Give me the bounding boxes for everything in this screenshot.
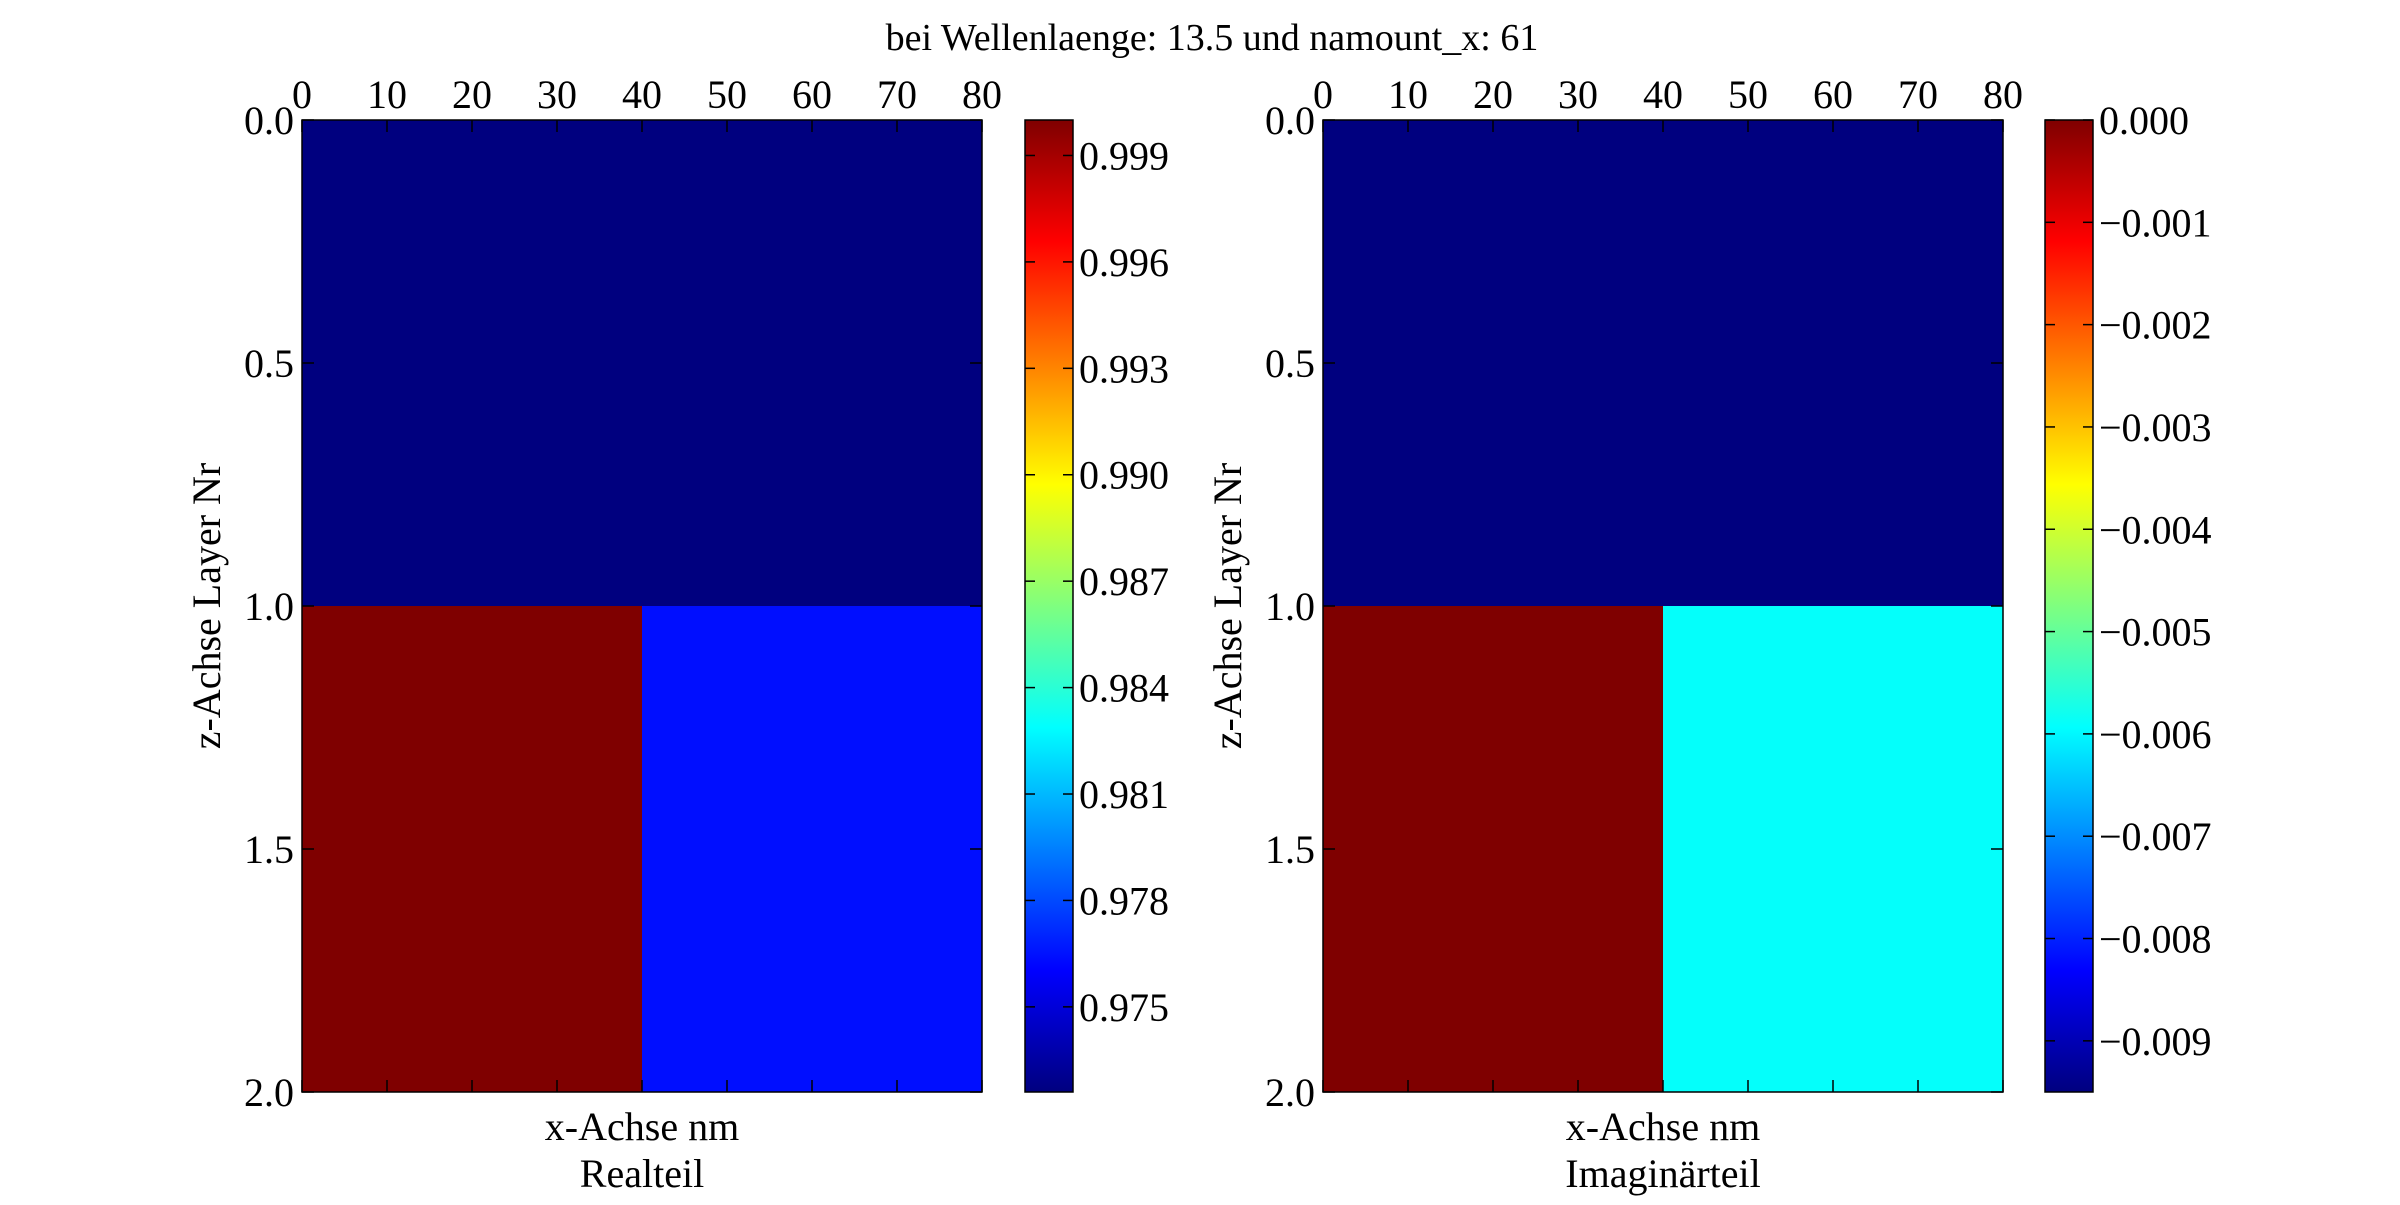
figure-title: bei Wellenlaenge: 13.5 und namount_x: 61 [886, 17, 1539, 59]
heatmap-cell-3 [1663, 606, 2003, 1092]
y-tick-label: 1.0 [1265, 584, 1315, 629]
x-tick-label: 60 [792, 72, 832, 117]
subplot-title: Imaginärteil [1565, 1151, 1760, 1196]
x-tick-label: 60 [1813, 72, 1853, 117]
heatmap-cell-3 [642, 606, 982, 1092]
y-tick-label: 0.5 [244, 341, 294, 386]
x-tick-label: 70 [877, 72, 917, 117]
colorbar-tick-label: 0.996 [1079, 240, 1169, 285]
y-tick-label: 1.5 [244, 827, 294, 872]
colorbar-tick-label: −0.001 [2099, 200, 2212, 245]
colorbar-tick-label: −0.006 [2099, 712, 2212, 757]
colorbar-tick-label: −0.002 [2099, 303, 2212, 348]
y-tick-label: 0.0 [244, 98, 294, 143]
colorbar-tick-label: 0.978 [1079, 878, 1169, 923]
x-axis-label: x-Achse nm [545, 1104, 739, 1149]
colorbar [2045, 120, 2093, 1092]
colorbar-tick-label: −0.005 [2099, 610, 2212, 655]
colorbar-tick-label: 0.993 [1079, 346, 1169, 391]
x-tick-label: 30 [1558, 72, 1598, 117]
x-tick-label: 10 [1388, 72, 1428, 117]
x-tick-label: 50 [1728, 72, 1768, 117]
y-axis-label: z-Achse Layer Nr [184, 463, 229, 750]
colorbar-tick-label: −0.007 [2099, 814, 2212, 859]
colorbar-tick-label: 0.987 [1079, 559, 1169, 604]
y-tick-label: 1.5 [1265, 827, 1315, 872]
colorbar-tick-label: 0.981 [1079, 772, 1169, 817]
x-tick-label: 20 [1473, 72, 1513, 117]
colorbar-tick-label: 0.999 [1079, 133, 1169, 178]
colorbar-tick-label: −0.009 [2099, 1019, 2212, 1064]
x-tick-label: 80 [962, 72, 1002, 117]
colorbar-frame [1024, 119, 1074, 1093]
colorbar-tick-label: −0.003 [2099, 405, 2212, 450]
heatmap-panel-1: 0 10 20 30 40 50 60 70 80 0.0 0.5 1.0 1.5 2.0 x-Achse … [184, 72, 1169, 1196]
heatmap-cell-2 [1323, 606, 1663, 1092]
heatmap-panel-2: 0 10 20 30 40 50 60 70 80 0.0 0.5 1.0 1.5 2.0 x-Achse … [1205, 72, 2212, 1196]
x-tick-label: 20 [452, 72, 492, 117]
colorbar-tick-label: 0.000 [2099, 98, 2189, 143]
heatmap-cell-1 [302, 120, 982, 606]
x-tick-label: 10 [367, 72, 407, 117]
colorbar-frame [2044, 119, 2094, 1093]
y-tick-label: 0.0 [1265, 98, 1315, 143]
x-tick-label: 70 [1898, 72, 1938, 117]
heatmap-cell-2 [302, 606, 642, 1092]
y-tick-label: 2.0 [1265, 1070, 1315, 1115]
colorbar-tick-label: −0.008 [2099, 917, 2212, 962]
y-axis-label: z-Achse Layer Nr [1205, 463, 1250, 750]
heatmap-cell-1 [1323, 120, 2003, 606]
x-tick-label: 80 [1983, 72, 2023, 117]
colorbar [1025, 120, 1073, 1092]
x-tick-label: 0 [292, 72, 312, 117]
y-tick-label: 1.0 [244, 584, 294, 629]
x-tick-label: 50 [707, 72, 747, 117]
x-axis-label: x-Achse nm [1566, 1104, 1760, 1149]
subplot-title: Realteil [580, 1151, 704, 1196]
colorbar-tick-label: 0.975 [1079, 985, 1169, 1030]
colorbar-tick-label: −0.004 [2099, 507, 2212, 552]
x-tick-label: 40 [622, 72, 662, 117]
x-tick-label: 0 [1313, 72, 1333, 117]
x-tick-label: 30 [537, 72, 577, 117]
y-tick-label: 0.5 [1265, 341, 1315, 386]
x-tick-label: 40 [1643, 72, 1683, 117]
colorbar-tick-label: 0.990 [1079, 453, 1169, 498]
y-tick-label: 2.0 [244, 1070, 294, 1115]
colorbar-tick-label: 0.984 [1079, 666, 1169, 711]
